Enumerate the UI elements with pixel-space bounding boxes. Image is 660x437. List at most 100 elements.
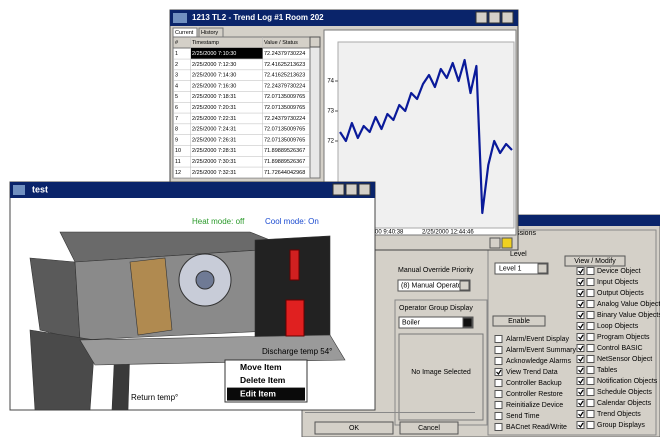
window-close-button[interactable] <box>501 11 514 24</box>
object-permission-label: Device Object <box>597 268 641 275</box>
table-cell: 2/25/2000 7:20:31 <box>192 105 236 111</box>
menu-item[interactable]: Move Item <box>240 362 282 372</box>
checkbox[interactable] <box>576 267 585 275</box>
menu-item[interactable]: Edit Item <box>240 388 276 398</box>
check-mark <box>578 356 584 362</box>
test-title-bar-text: test <box>32 184 48 194</box>
object-permission-label: Output Objects <box>597 290 644 297</box>
object-permission-label: Calendar Objects <box>597 400 652 407</box>
window-max-button[interactable] <box>488 11 501 24</box>
print-button[interactable] <box>489 237 501 249</box>
object-permission-label: Program Objects <box>597 334 650 341</box>
checkbox[interactable] <box>576 322 585 330</box>
checkbox[interactable] <box>576 311 585 319</box>
duct-left <box>29 329 96 411</box>
checkbox[interactable] <box>576 300 585 308</box>
row-line <box>173 145 310 146</box>
check-mark <box>578 290 584 296</box>
function-permission-label: View Trend Data <box>506 369 558 376</box>
checkbox[interactable] <box>586 333 595 341</box>
enable-button-label: Enable <box>508 318 530 325</box>
function-permission-label: Acknowledge Alarms <box>506 358 571 365</box>
checkbox[interactable] <box>494 357 503 365</box>
row-line <box>173 112 310 114</box>
table-cell: 12 <box>175 170 181 176</box>
column-header: # <box>175 40 179 46</box>
checkbox[interactable] <box>586 366 595 374</box>
level-dropdown[interactable] <box>494 262 549 275</box>
checkbox[interactable] <box>576 377 585 385</box>
checkbox[interactable] <box>576 366 585 374</box>
checkbox[interactable] <box>586 311 595 319</box>
column-line <box>190 37 191 178</box>
checkbox[interactable] <box>586 377 595 385</box>
checkbox[interactable] <box>576 333 585 341</box>
checkbox[interactable] <box>586 421 595 429</box>
checkbox[interactable] <box>576 399 585 407</box>
level-label: Level <box>510 251 527 258</box>
dropdown-arrow <box>462 317 473 328</box>
checkbox[interactable] <box>494 390 503 398</box>
function-permission-label: Alarm/Event Display <box>506 336 570 343</box>
checkbox[interactable] <box>576 355 585 363</box>
checkbox[interactable] <box>576 421 585 429</box>
checkbox[interactable] <box>494 401 503 409</box>
checkbox[interactable] <box>576 278 585 286</box>
help-button[interactable] <box>501 237 513 249</box>
window-max-button[interactable] <box>345 183 358 196</box>
selected-cell <box>191 48 263 59</box>
group-display-dropdown[interactable] <box>398 316 474 329</box>
checkbox[interactable] <box>576 410 585 418</box>
checkbox[interactable] <box>586 322 595 330</box>
tab-label: Current <box>175 30 194 36</box>
checkbox[interactable] <box>586 344 595 352</box>
window-min-button[interactable] <box>475 11 488 24</box>
dropdown-arrow <box>537 263 548 274</box>
cancel-button[interactable] <box>399 421 459 435</box>
table-cell: 2/25/2000 7:12:30 <box>192 62 236 68</box>
group-display-label: Operator Group Display <box>399 305 473 312</box>
menu-item[interactable]: Delete Item <box>240 375 286 385</box>
ok-button[interactable] <box>314 421 394 435</box>
function-permission-label: BACnet Read/Write <box>506 424 567 431</box>
checkbox[interactable] <box>586 300 595 308</box>
checkbox[interactable] <box>586 289 595 297</box>
column-header: Value / Status <box>264 40 298 46</box>
checkbox[interactable] <box>494 379 503 387</box>
checkbox[interactable] <box>586 388 595 396</box>
checkbox[interactable] <box>576 289 585 297</box>
window-close-button[interactable] <box>358 183 371 196</box>
menu-highlight[interactable] <box>227 387 305 401</box>
scroll-up[interactable] <box>309 36 321 48</box>
check-mark <box>578 411 584 417</box>
table-cell: 72.24379730224 <box>264 116 305 122</box>
check-mark <box>578 422 584 428</box>
coil <box>129 257 173 336</box>
check-mark <box>578 367 584 373</box>
app-icon <box>13 185 25 195</box>
checkbox[interactable] <box>586 355 595 363</box>
y-tick-label: 72 <box>327 139 334 145</box>
override-dropdown[interactable] <box>397 279 471 292</box>
checkbox[interactable] <box>576 344 585 352</box>
checkbox[interactable] <box>494 335 503 343</box>
row-line <box>173 80 310 81</box>
override-label: Manual Override Priority <box>398 267 474 274</box>
table <box>172 36 321 179</box>
window-min-button[interactable] <box>332 183 345 196</box>
checkbox[interactable] <box>576 388 585 396</box>
enable-button[interactable] <box>492 315 546 327</box>
app-icon <box>173 13 187 23</box>
checkbox[interactable] <box>586 410 595 418</box>
view-modify-button[interactable] <box>564 255 626 267</box>
table-cell: 2/25/2000 7:28:31 <box>192 148 236 154</box>
checkbox[interactable] <box>586 278 595 286</box>
checkbox[interactable] <box>494 412 503 420</box>
checkbox[interactable] <box>494 368 503 376</box>
checkbox[interactable] <box>586 399 595 407</box>
checkbox[interactable] <box>494 346 503 354</box>
table-cell: 72.41625213623 <box>264 62 305 68</box>
y-tick-label: 73 <box>327 109 334 115</box>
checkbox[interactable] <box>494 423 503 431</box>
checkbox[interactable] <box>586 267 595 275</box>
